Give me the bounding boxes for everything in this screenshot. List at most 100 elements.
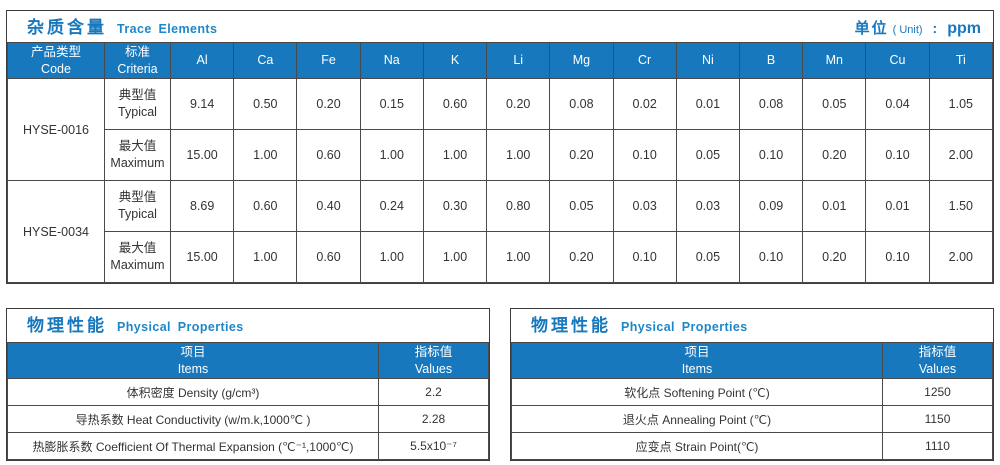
value-cell: 0.10 (865, 129, 930, 181)
value-cell: 0.40 (296, 180, 361, 232)
column-header-element: Ni (675, 42, 740, 79)
value-cell: 1.00 (422, 231, 488, 283)
table-row: HYSE-0016 典型值 Typical 9.14 0.50 0.20 0.1… (7, 78, 994, 181)
physical-left-title-zh: 物理性能 (27, 316, 107, 335)
physical-properties-panel-left: 物理性能 Physical Properties 项目 Items 指标值 Va… (6, 308, 490, 461)
trace-elements-panel: 杂质含量 Trace Elements 单位 ( Unit) : ppm 产品类… (6, 10, 994, 284)
value-cell: 1.00 (233, 129, 298, 181)
physical-left-header-row: 项目 Items 指标值 Values (7, 342, 489, 379)
column-header-items-en: Items (177, 361, 209, 376)
value-cell: 0.60 (422, 78, 488, 130)
criteria-maximum-en: Maximum (110, 156, 165, 170)
value-cell: 0.80 (486, 180, 551, 232)
value-cell: 0.30 (422, 180, 488, 232)
value-cell: 1.00 (233, 231, 298, 283)
value-cell: 0.10 (612, 231, 677, 283)
physical-right-title-zh: 物理性能 (531, 316, 611, 335)
value-cell: 0.01 (865, 180, 930, 232)
physical-right-header-row: 项目 Items 指标值 Values (511, 342, 993, 379)
value-cell: 0.10 (738, 231, 804, 283)
column-header-items-en: Items (681, 361, 713, 376)
value-cell: 0.09 (738, 180, 804, 232)
column-header-element: Mn (802, 42, 867, 79)
value-cell: 1110 (882, 432, 993, 460)
value-cell: 0.05 (675, 231, 740, 283)
table-row: 应变点 Strain Point(℃) 1110 (511, 432, 993, 460)
value-cell: 2.00 (928, 231, 994, 283)
item-cell: 应变点 Strain Point(℃) (511, 432, 883, 460)
criteria-cell: 典型值 Typical (104, 180, 171, 232)
column-header-items-zh: 项目 (180, 344, 206, 359)
criteria-cell: 典型值 Typical (104, 78, 171, 130)
criteria-cell: 最大值 Maximum (104, 231, 171, 283)
physical-left-table: 项目 Items 指标值 Values 体积密度 Density (g/cm³)… (7, 342, 489, 460)
column-header-element: K (422, 42, 488, 79)
value-cell: 0.01 (802, 180, 867, 232)
value-cell: 0.60 (296, 231, 361, 283)
value-cell: 0.20 (486, 78, 551, 130)
value-cell: 2.28 (378, 405, 489, 433)
table-row: HYSE-0034 典型值 Typical 8.69 0.60 0.40 0.2… (7, 180, 994, 283)
value-cell: 0.15 (359, 78, 424, 130)
table-row: 软化点 Softening Point (℃) 1250 (511, 378, 993, 406)
column-header-element: B (738, 42, 804, 79)
value-cell: 1.00 (486, 129, 551, 181)
value-cell: 2.00 (928, 129, 994, 181)
column-header-element: Fe (296, 42, 361, 79)
physical-left-title-en: Physical Properties (117, 320, 244, 334)
unit-zh: 单位 (854, 20, 889, 37)
column-header-element: Mg (549, 42, 614, 79)
trace-title-en: Trace Elements (117, 22, 218, 36)
item-cell: 热膨胀系数 Coefficient Of Thermal Expansion (… (7, 432, 379, 460)
value-cell: 9.14 (169, 78, 235, 130)
column-header-criteria-en: Criteria (117, 61, 158, 76)
value-cell: 1.00 (422, 129, 488, 181)
value-cell: 0.20 (549, 129, 614, 181)
value-cell: 1.05 (928, 78, 994, 130)
unit-label: 单位 ( Unit) : ppm (855, 17, 981, 38)
unit-colon: : (932, 20, 938, 36)
product-code-cell: HYSE-0034 (7, 180, 105, 283)
physical-right-title-bar: 物理性能 Physical Properties (511, 309, 993, 342)
product-code-cell: HYSE-0016 (7, 78, 105, 181)
column-header-values-en: Values (414, 361, 453, 376)
value-cell: 0.03 (675, 180, 740, 232)
column-header-values-zh: 指标值 (414, 344, 453, 359)
table-row: 热膨胀系数 Coefficient Of Thermal Expansion (… (7, 432, 489, 460)
value-cell: 1.00 (486, 231, 551, 283)
physical-right-title-en: Physical Properties (621, 320, 748, 334)
value-cell: 0.10 (612, 129, 677, 181)
criteria-maximum-zh: 最大值 (118, 139, 157, 154)
column-header-values: 指标值 Values (882, 342, 993, 379)
column-header-criteria: 标准 Criteria (104, 42, 171, 79)
table-row: 最大值 Maximum 15.00 1.00 0.60 1.00 1.00 1.… (8, 231, 994, 283)
value-cell: 5.5x10⁻⁷ (378, 432, 489, 460)
value-cell: 1150 (882, 405, 993, 433)
value-cell: 0.20 (802, 129, 867, 181)
criteria-typical-en: Typical (118, 207, 157, 221)
column-header-element: Ca (233, 42, 298, 79)
value-cell: 1250 (882, 378, 993, 406)
criteria-maximum-zh: 最大值 (118, 241, 157, 256)
item-cell: 退火点 Annealing Point (℃) (511, 405, 883, 433)
value-cell: 0.08 (738, 78, 804, 130)
physical-left-title-bar: 物理性能 Physical Properties (7, 309, 489, 342)
column-header-element: Al (169, 42, 235, 79)
value-cell: 2.2 (378, 378, 489, 406)
unit-en: ( Unit) (892, 24, 923, 36)
item-cell: 软化点 Softening Point (℃) (511, 378, 883, 406)
column-header-items: 项目 Items (511, 342, 883, 379)
table-row: 体积密度 Density (g/cm³) 2.2 (7, 378, 489, 406)
value-cell: 0.08 (549, 78, 614, 130)
column-header-items-zh: 项目 (684, 344, 710, 359)
column-header-values-zh: 指标值 (918, 344, 957, 359)
column-header-code-zh: 产品类型 (30, 44, 81, 59)
trace-elements-title-bar: 杂质含量 Trace Elements 单位 ( Unit) : ppm (7, 11, 993, 42)
column-header-criteria-zh: 标准 (124, 44, 150, 59)
column-header-element: Li (486, 42, 551, 79)
criteria-maximum-en: Maximum (110, 258, 165, 272)
value-cell: 0.03 (612, 180, 677, 232)
criteria-typical-en: Typical (118, 105, 157, 119)
column-header-values: 指标值 Values (378, 342, 489, 379)
